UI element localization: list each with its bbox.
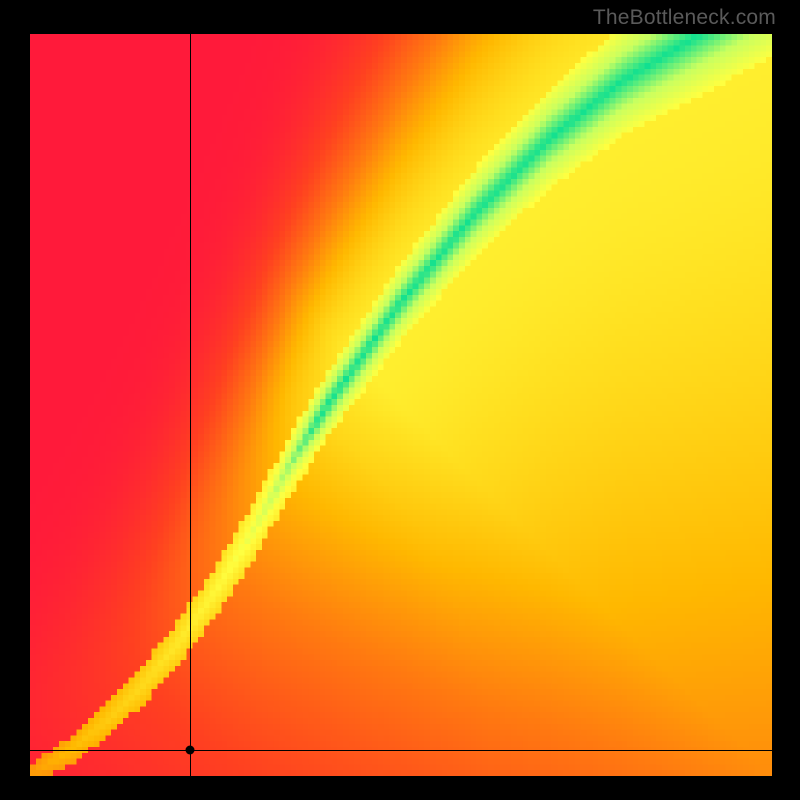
watermark-text: TheBottleneck.com [593, 6, 776, 30]
crosshair-dot [185, 746, 194, 755]
crosshair-horizontal [30, 750, 772, 751]
heatmap-plot [30, 34, 772, 776]
heatmap-canvas [30, 34, 772, 776]
crosshair-vertical [190, 34, 191, 776]
